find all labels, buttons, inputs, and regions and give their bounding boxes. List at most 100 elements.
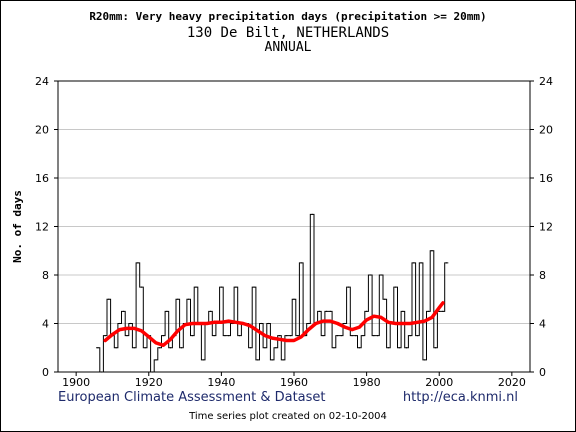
annual-point — [228, 335, 230, 337]
annual-point — [213, 335, 215, 337]
annual-point — [286, 335, 288, 337]
smoothed-series-line — [103, 301, 445, 348]
annual-point — [420, 262, 422, 264]
x-tick-label: 1900 — [62, 376, 90, 389]
annual-point — [376, 335, 379, 337]
annual-point — [195, 286, 197, 288]
station-subtitle: 130 De Bilt, NETHERLANDS — [186, 25, 390, 41]
annual-point — [115, 347, 117, 349]
annual-point — [435, 347, 437, 349]
annual-point — [137, 262, 139, 264]
annual-point — [282, 359, 284, 361]
annual-point — [409, 335, 411, 337]
annual-point — [275, 347, 277, 349]
annual-point — [289, 335, 291, 337]
annual-point — [278, 335, 281, 337]
y-tick-label-right: 12 — [539, 221, 553, 234]
y-tick-label-right: 0 — [539, 366, 546, 379]
annual-point — [362, 335, 364, 337]
x-tick-label: 2000 — [425, 376, 453, 389]
annual-point — [209, 310, 212, 312]
period-subtitle: ANNUAL — [264, 40, 312, 55]
x-tick-label: 1920 — [135, 376, 163, 389]
annual-point — [130, 322, 132, 325]
annual-point — [162, 335, 164, 337]
annual-point — [402, 310, 404, 312]
annual-point — [144, 347, 146, 349]
annual-point — [224, 335, 226, 337]
annual-point — [140, 286, 143, 288]
source-url: http://eca.knmi.nl — [402, 390, 518, 405]
annual-point — [326, 310, 328, 312]
annual-point — [427, 310, 429, 312]
annual-point — [180, 347, 183, 349]
annual-point — [297, 335, 299, 337]
annual-point — [220, 286, 222, 288]
annual-point — [169, 347, 172, 349]
annual-point — [119, 322, 121, 325]
annual-point — [267, 322, 270, 325]
annual-point — [249, 347, 252, 349]
x-tick-label: 2020 — [498, 376, 526, 389]
y-tick-label-left: 24 — [35, 75, 49, 88]
annual-point — [108, 298, 110, 300]
annual-point — [329, 310, 331, 312]
y-tick-label-left: 4 — [42, 318, 49, 331]
annual-point — [340, 335, 342, 337]
annual-point — [122, 310, 124, 312]
annual-point — [373, 335, 375, 337]
annual-point — [445, 262, 448, 264]
annual-point — [416, 335, 419, 337]
annual-point — [398, 347, 400, 349]
annual-point — [395, 286, 397, 288]
y-axis-label: No. of days — [11, 190, 24, 263]
x-tick-label: 1980 — [353, 376, 381, 389]
y-tick-label-left: 16 — [35, 172, 49, 185]
annual-point — [366, 310, 368, 312]
y-tick-label-right: 4 — [539, 318, 546, 331]
annual-point — [442, 310, 444, 312]
annual-point — [271, 359, 273, 361]
annual-point — [151, 371, 153, 373]
annual-point — [369, 274, 371, 276]
annual-point — [318, 310, 321, 312]
annual-point — [351, 335, 353, 337]
annual-point — [253, 286, 255, 288]
annual-point — [155, 359, 157, 361]
annual-point — [358, 347, 360, 349]
annual-point — [100, 371, 103, 373]
y-tick-label-left: 8 — [42, 269, 49, 282]
chart-title: R20mm: Very heavy precipitation days (pr… — [89, 10, 487, 23]
annual-point — [202, 359, 204, 361]
annual-point — [322, 335, 324, 337]
annual-point — [97, 347, 99, 349]
annual-point — [238, 335, 241, 337]
y-tick-label-left: 0 — [42, 366, 49, 379]
annual-point — [333, 347, 335, 349]
annual-point — [307, 322, 310, 325]
annual-point — [347, 286, 350, 288]
annual-point — [387, 347, 389, 349]
annual-point — [380, 274, 382, 276]
annual-point — [188, 298, 190, 300]
annual-series-line — [96, 213, 449, 373]
annual-point — [405, 347, 408, 349]
annual-point — [126, 335, 128, 337]
y-tick-label-right: 8 — [539, 269, 546, 282]
y-tick-label-left: 12 — [35, 221, 49, 234]
y-tick-label-right: 24 — [539, 75, 553, 88]
annual-point — [293, 298, 295, 300]
annual-point — [257, 359, 259, 361]
annual-point — [235, 286, 237, 288]
annual-point — [104, 335, 106, 337]
annual-point — [177, 298, 179, 300]
annual-point — [264, 347, 266, 349]
annual-point — [424, 359, 426, 361]
source-name: European Climate Assessment & Dataset — [58, 390, 326, 405]
annual-point — [300, 262, 302, 264]
annual-point — [431, 250, 433, 252]
annual-point — [438, 310, 440, 312]
annual-point — [413, 262, 415, 264]
x-tick-label: 1960 — [280, 376, 308, 389]
